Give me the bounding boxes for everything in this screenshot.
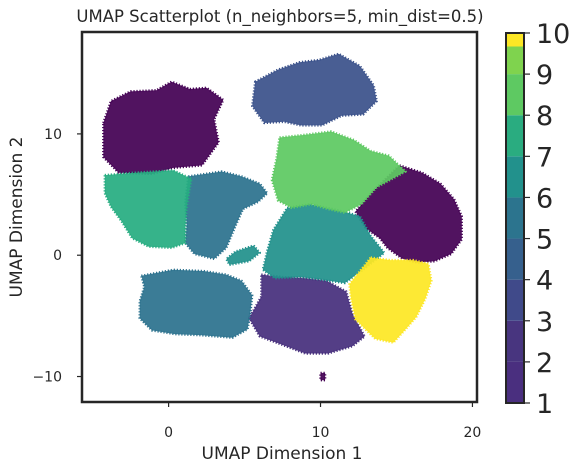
colorbar-segment — [506, 238, 524, 280]
plot-frame — [80, 30, 479, 404]
colorbar-tick-label: 5 — [536, 225, 553, 256]
colorbar-segment — [506, 197, 524, 239]
cluster-8-points-10 — [270, 130, 407, 215]
chart-title: UMAP Scatterplot (n_neighbors=5, min_dis… — [76, 7, 483, 27]
y-tick-label: −10 — [32, 370, 62, 386]
colorbar-frame — [505, 32, 525, 404]
colorbar-top-segment — [506, 32, 524, 47]
y-tick-label: 0 — [53, 248, 62, 264]
colorbar-tick-label: 7 — [536, 142, 553, 173]
colorbar-tick-label: 2 — [536, 348, 553, 379]
cluster-1-points-0 — [102, 80, 225, 176]
colorbar-tick-label: 1 — [536, 389, 553, 420]
colorbar-tick-label: 4 — [536, 266, 553, 297]
colorbar-tick-label: 3 — [536, 307, 553, 338]
y-tick-label: 10 — [44, 127, 62, 143]
colorbar-tick-label: 8 — [536, 101, 553, 132]
x-axis-label: UMAP Dimension 1 — [202, 444, 363, 464]
colorbar-segment — [506, 156, 524, 198]
cluster-10-points-11 — [348, 256, 433, 344]
cluster-1-points-2 — [319, 371, 327, 382]
y-axis-label: UMAP Dimension 2 — [7, 137, 27, 298]
cluster-6-points-8 — [225, 244, 261, 267]
colorbar-tick-label: 6 — [536, 183, 553, 214]
scatter-points — [102, 52, 463, 382]
colorbar: 1 2 3 4 5 6 7 8 9 10 — [505, 19, 570, 420]
cluster-4-points-4 — [250, 52, 378, 127]
colorbar-tick-label: 9 — [536, 60, 553, 91]
axes: 0 10 20 −10 0 10 — [32, 127, 481, 441]
cluster-7-points-9 — [103, 169, 193, 250]
colorbar-segment — [506, 361, 524, 403]
cluster-5-points-5 — [138, 268, 254, 339]
colorbar-segment — [506, 320, 524, 362]
colorbar-segment — [506, 279, 524, 321]
x-tick-label: 10 — [312, 425, 330, 441]
cluster-5-points-6 — [184, 170, 269, 261]
x-tick-label: 20 — [464, 425, 482, 441]
x-tick-label: 0 — [164, 425, 173, 441]
colorbar-segment — [506, 115, 524, 157]
colorbar-tick-label: 10 — [536, 19, 570, 50]
colorbar-segment — [506, 74, 524, 116]
